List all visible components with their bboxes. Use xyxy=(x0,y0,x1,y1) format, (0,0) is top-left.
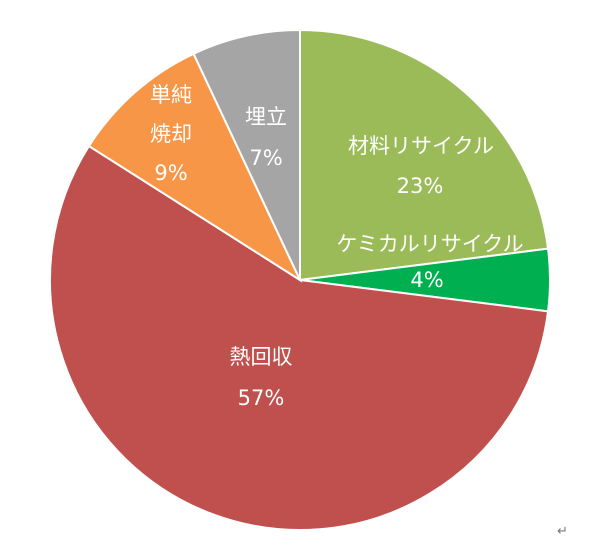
slice-label-material-recycle: 材料リサイクル xyxy=(348,134,494,158)
slice-value-material-recycle: 23% xyxy=(397,174,444,198)
slice-value-chemical-recycle: 4% xyxy=(410,268,443,292)
slice-label-simple-incineration-line1: 単純 xyxy=(150,83,192,107)
slice-label-heat-recovery: 熱回収 xyxy=(230,345,293,369)
pie-slice-2 xyxy=(49,144,550,531)
pie-slice-3 xyxy=(87,52,303,283)
slice-label-chemical-recycle: ケミカルリサイクル xyxy=(336,232,523,256)
slice-label-landfill: 埋立 xyxy=(245,105,287,129)
pie-labels: 材料リサイクル 23% ケミカルリサイクル 4% 熱回収 57% 単純 焼却 9… xyxy=(150,83,524,410)
slice-value-simple-incineration: 9% xyxy=(154,161,187,185)
slice-value-heat-recovery: 57% xyxy=(238,386,285,410)
slice-value-landfill: 7% xyxy=(249,146,282,170)
return-mark: ↵ xyxy=(557,524,568,539)
slice-label-simple-incineration-line2: 焼却 xyxy=(150,122,192,146)
pie-slice-4 xyxy=(192,28,301,281)
pie-slices xyxy=(49,28,551,531)
pie-slice-0 xyxy=(299,28,550,282)
